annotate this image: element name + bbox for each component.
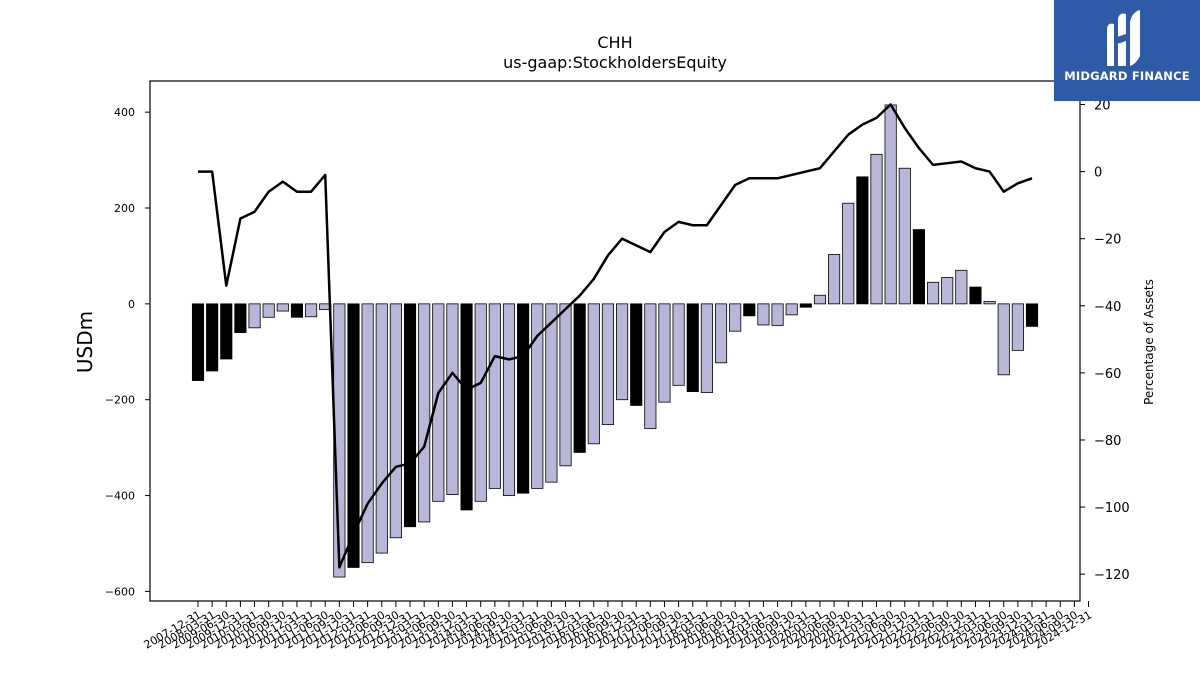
bar [785,303,798,316]
bar [771,303,784,326]
bar [347,303,360,568]
bar [658,303,671,403]
y2-tick-label: −60 [1094,367,1121,382]
bar [743,303,756,317]
percentage-line [198,103,1033,569]
bar [644,303,657,429]
bar [870,153,883,305]
bar [559,303,572,467]
bar [206,303,219,372]
bar [828,254,841,305]
bar [220,303,233,360]
midgard-finance-logo: MIDGARD FINANCE [1054,0,1200,101]
bar [672,303,685,386]
bar [686,303,699,392]
bar [969,286,982,305]
y2-tick-label: −120 [1094,568,1130,583]
bar [842,202,855,305]
bar [700,303,713,393]
bar [912,229,925,305]
logo-mark-icon [1107,10,1140,67]
bar [403,303,417,528]
bar [927,281,940,305]
bar [587,303,600,445]
y-tick-label: 400 [114,106,135,119]
bar [191,303,205,381]
bar [545,303,558,483]
y-tick-label: 200 [114,202,135,215]
y-tick-label: −200 [105,394,135,407]
bar [389,303,402,539]
bar [262,303,275,318]
chart-title: CHH [597,33,632,52]
bar [446,303,459,496]
y2-tick-label: −40 [1094,300,1121,315]
bar [983,301,996,305]
y-tick-label: 0 [128,298,135,311]
bar [799,303,812,308]
bar [460,303,473,511]
y-axis-label: USDm [73,311,97,373]
bar [573,303,586,453]
y-tick-label: −600 [105,585,135,598]
bar [432,303,445,502]
bar [234,303,247,334]
bar [714,303,728,364]
y2-tick-label: 0 [1094,166,1102,181]
bar [305,303,318,318]
bar [616,303,629,401]
bar [898,167,911,305]
bar [502,303,516,496]
chart-subtitle: us-gaap:StockholdersEquity [503,53,727,72]
bar [997,303,1010,376]
bar [488,303,501,489]
y2-tick-label: −80 [1094,434,1121,449]
bar [418,303,431,523]
y2-tick-label: 20 [1094,98,1111,113]
bar [630,303,643,406]
bar [955,269,968,305]
bar [248,303,261,329]
y2-tick-label: −20 [1094,233,1121,248]
logo-text: MIDGARD FINANCE [1064,69,1190,83]
bar [361,303,374,564]
y-tick-label: −400 [105,490,135,503]
bar [941,277,954,305]
bar [856,176,869,305]
bar [375,303,388,554]
bar [884,104,897,305]
bar [290,303,304,318]
bar [813,294,827,305]
y2-tick-label: −100 [1094,501,1130,516]
bar [531,303,544,489]
bar [601,303,614,426]
plot-frame [149,80,1081,602]
bar [1011,303,1024,351]
bar [729,303,742,332]
bar [517,303,530,494]
bar [1025,303,1039,327]
bar [474,303,487,502]
y2-axis-label: Percentage of Assets [1142,279,1156,405]
bar [757,303,770,326]
bar [276,303,289,312]
